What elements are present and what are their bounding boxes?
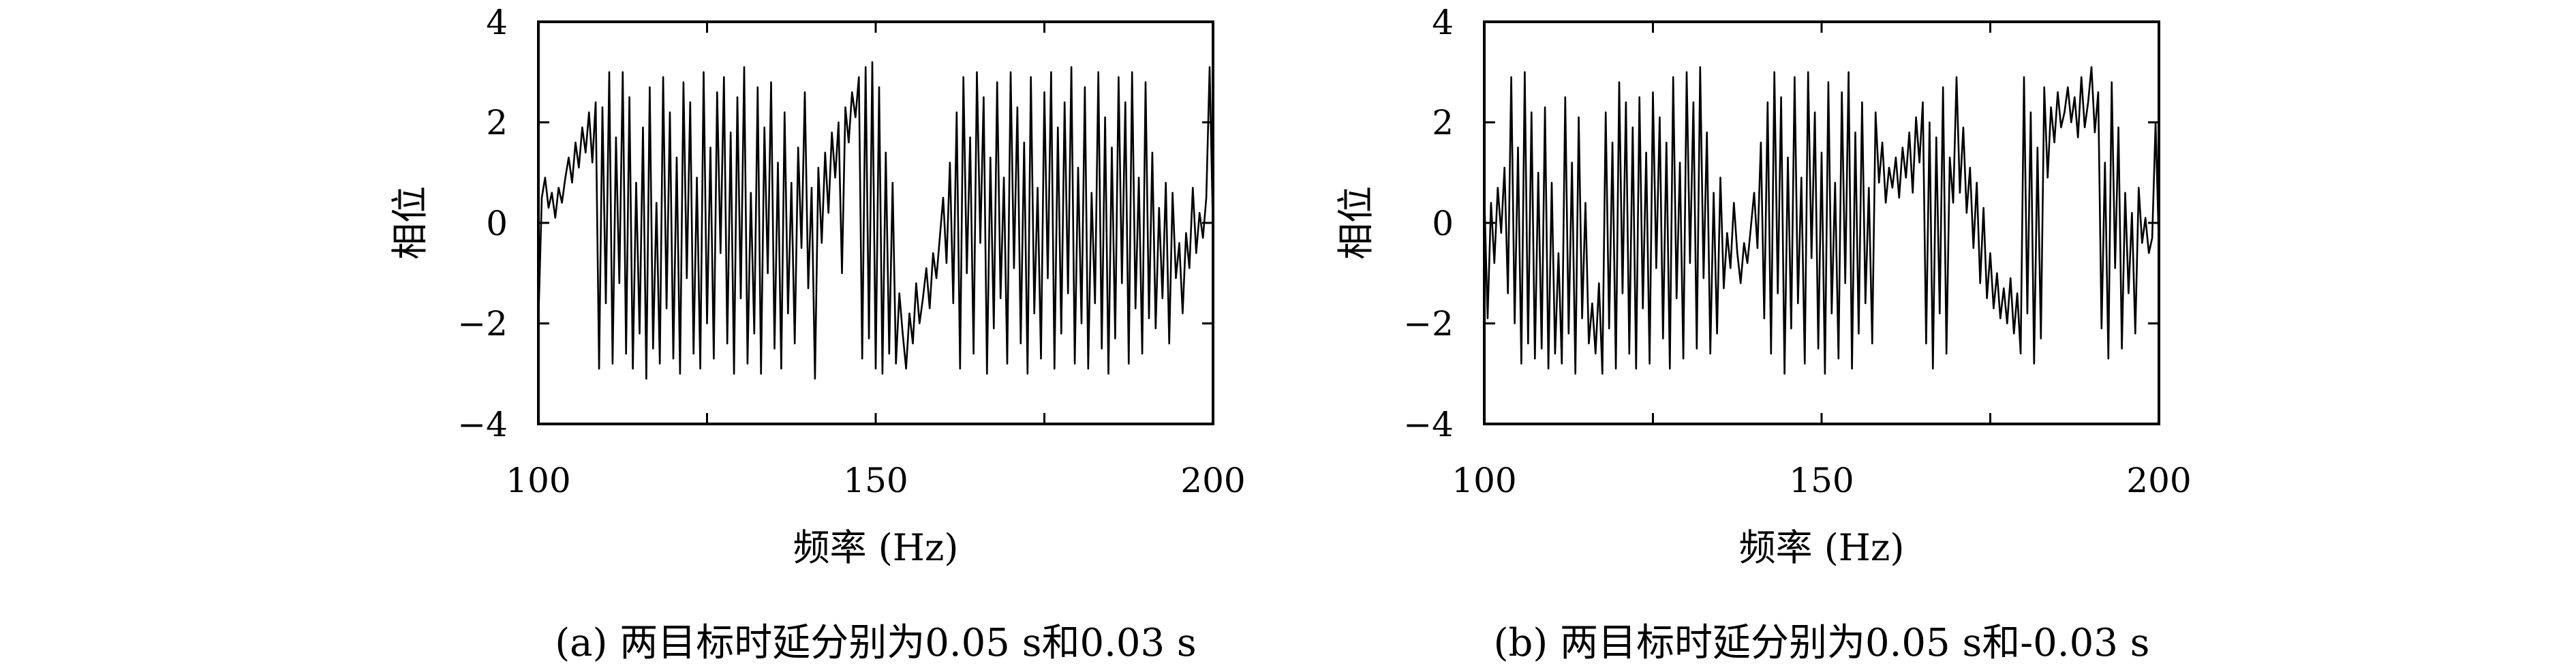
y-tick-label-b-neg2: −2 xyxy=(1403,304,1454,344)
y-axis-label-a: 相位 xyxy=(388,186,431,260)
y-axis-label-b: 相位 xyxy=(1334,186,1377,260)
caption-a: (a) 两目标时延分别为0.05 s和0.03 s xyxy=(555,621,1196,665)
x-tick-label-b-150: 150 xyxy=(1789,461,1854,500)
x-tick-label-a-150: 150 xyxy=(843,461,908,500)
y-tick-label-b-0: 0 xyxy=(1432,204,1454,243)
y-tick-label-a-neg4: −4 xyxy=(457,405,508,444)
x-axis-label-b: 频率 (Hz) xyxy=(1739,526,1905,569)
x-tick-label-b-200: 200 xyxy=(2126,461,2191,500)
y-tick-label-b-neg4: −4 xyxy=(1403,405,1454,444)
y-tick-label-a-4: 4 xyxy=(486,3,508,42)
x-tick-label-a-100: 100 xyxy=(506,461,570,500)
y-tick-label-a-0: 0 xyxy=(486,204,508,243)
chart-panel-a: 4 2 0 −2 −4 100 150 200 频率 (Hz) 相位 (a) 两… xyxy=(388,3,1246,665)
y-tick-label-a-2: 2 xyxy=(486,103,508,142)
y-tick-label-b-4: 4 xyxy=(1432,3,1454,42)
x-axis-label-a: 频率 (Hz) xyxy=(793,526,959,569)
x-tick-label-a-200: 200 xyxy=(1180,461,1245,500)
y-tick-label-b-2: 2 xyxy=(1432,103,1454,142)
x-tick-label-b-100: 100 xyxy=(1452,461,1516,500)
y-tick-label-a-neg2: −2 xyxy=(457,304,508,344)
ticks-a xyxy=(537,20,1214,425)
phase-series-line-a xyxy=(537,61,1214,380)
chart-panel-b: 4 2 0 −2 −4 100 150 200 频率 (Hz) 相位 (b) 两… xyxy=(1334,3,2192,665)
caption-b: (b) 两目标时延分别为0.05 s和-0.03 s xyxy=(1494,621,2150,665)
phase-series-line-b xyxy=(1483,66,2160,375)
ticks-b xyxy=(1483,20,2160,425)
